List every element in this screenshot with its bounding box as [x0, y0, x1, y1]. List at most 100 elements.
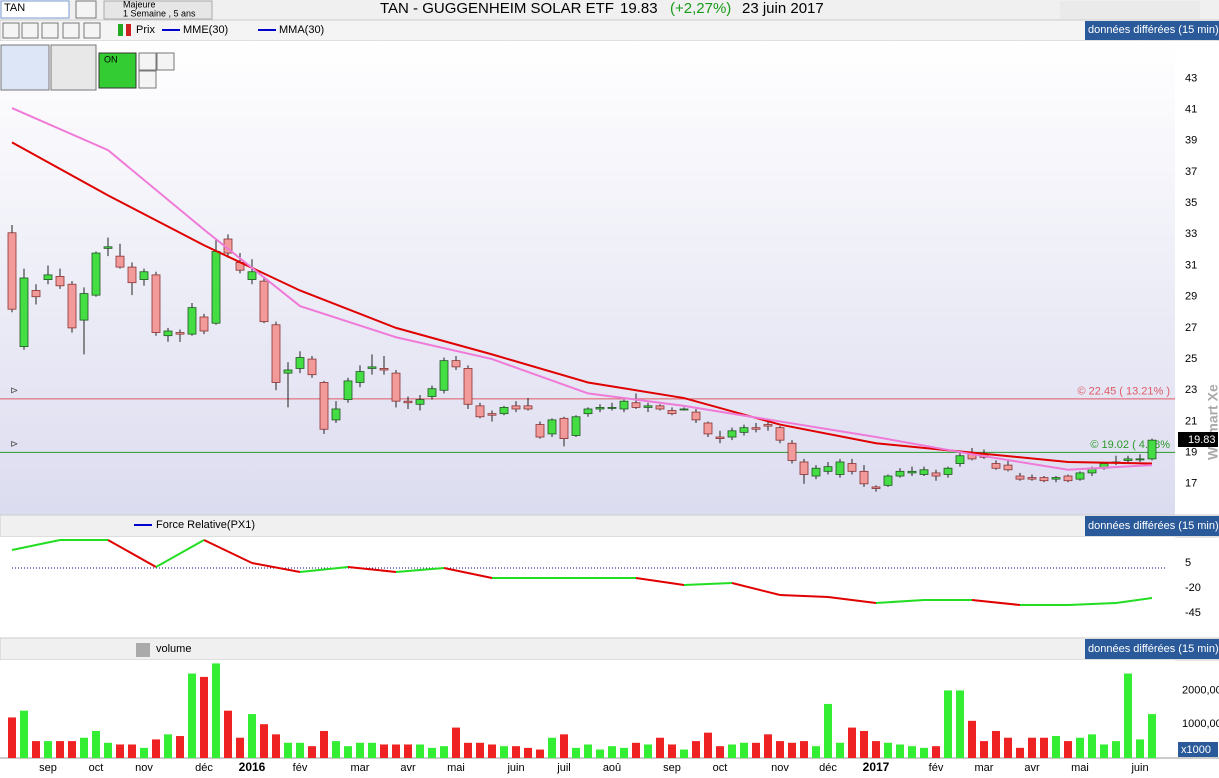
volume-bar [140, 747, 148, 758]
legend-candle [118, 24, 123, 36]
candle-body [127, 266, 137, 284]
on-button[interactable] [98, 52, 137, 89]
candle-body [1063, 475, 1073, 482]
tool-button[interactable] [41, 22, 59, 39]
candle-body [847, 463, 857, 472]
legend-label: Force Relative(PX1) [156, 519, 255, 531]
candle-body [115, 255, 125, 268]
candle-body [679, 408, 689, 411]
draw-tool[interactable] [0, 44, 50, 91]
price-plot [0, 41, 1175, 515]
volume-bar [896, 744, 904, 758]
candle-body [67, 283, 77, 329]
candle-body [163, 330, 173, 337]
volume-bar [752, 742, 760, 758]
candle-body [871, 486, 881, 489]
rsi-segment [251, 562, 301, 573]
tool-button[interactable] [83, 22, 101, 39]
volume-bar [380, 744, 388, 758]
tool-button[interactable] [62, 22, 80, 39]
x-tick-label: sep [39, 762, 57, 774]
x-tick-label: avr [1024, 762, 1040, 774]
delay-text: données différées (15 min) [1088, 520, 1219, 532]
tool-icons[interactable] [1060, 1, 1200, 19]
volume-bar [560, 734, 568, 758]
moving-average [11, 107, 1153, 471]
volume-bar [296, 742, 304, 758]
volume-bar [884, 742, 892, 758]
volume-bar [464, 742, 472, 758]
volume-bar [452, 727, 460, 758]
legend-swatch [136, 643, 150, 657]
y-tick-label: 35 [1185, 197, 1197, 209]
candle-body [259, 280, 269, 323]
candle-body [367, 366, 377, 369]
candle-body [79, 293, 89, 321]
volume-bar [512, 746, 520, 758]
candle-body [907, 470, 917, 474]
volume-bar [524, 747, 532, 758]
draw-tool[interactable] [50, 44, 97, 91]
x-tick-label: nov [771, 762, 789, 774]
title: TAN - GUGGENHEIM SOLAR ETF [380, 0, 614, 17]
y-tick-label: 5 [1185, 557, 1191, 569]
tool-button[interactable] [21, 22, 39, 39]
rsi-segment [779, 594, 829, 598]
candle-body [787, 442, 797, 461]
volume-bar [332, 741, 340, 758]
delay-text: données différées (15 min) [1088, 643, 1219, 655]
volume-bar [1124, 673, 1132, 758]
x-tick-label: mai [447, 762, 465, 774]
volume-bar [500, 746, 508, 758]
candle-body [931, 472, 941, 477]
volume-bar [980, 741, 988, 758]
candle-body [463, 368, 473, 405]
candle-body [1015, 475, 1025, 480]
volume-bar [620, 747, 628, 758]
moving-average [11, 141, 1153, 465]
y-tick-label: 39 [1185, 135, 1197, 147]
tool-button[interactable] [2, 22, 20, 39]
tool-button[interactable] [138, 70, 157, 89]
volume-bar [8, 717, 16, 758]
volume-bar [188, 673, 196, 758]
volume-bar [632, 742, 640, 758]
candle-body [511, 405, 521, 410]
volume-bar [800, 741, 808, 758]
period: 1 Semaine , 5 ans [123, 8, 196, 18]
volume-bar [164, 734, 172, 758]
candle-body [955, 455, 965, 464]
book-button[interactable] [75, 0, 97, 19]
volume-bar [932, 746, 940, 758]
candle-body [763, 424, 773, 427]
volume-bar [440, 746, 448, 758]
candle-body [883, 475, 893, 486]
x-tick-label: sep [663, 762, 681, 774]
candle-body [91, 252, 101, 296]
x-tick-label: déc [819, 762, 837, 774]
candle-body [895, 470, 905, 477]
tool-button[interactable] [156, 52, 175, 71]
delay-badge [1085, 516, 1219, 536]
rsi-segment [443, 567, 493, 579]
volume-bar [656, 737, 664, 758]
candle-body [523, 405, 533, 410]
candle-body [595, 407, 605, 410]
candle-body [31, 290, 41, 298]
candle-body [343, 380, 353, 401]
candle-body [103, 246, 113, 249]
candle-body [427, 388, 437, 397]
period-select[interactable] [103, 0, 213, 20]
volume-bar [920, 747, 928, 758]
candle-body [379, 368, 389, 371]
y-tick-label: 37 [1185, 166, 1197, 178]
volume-bar [1076, 737, 1084, 758]
volume-bar [236, 737, 244, 758]
candle-body [691, 411, 701, 421]
rsi-segment [203, 539, 253, 564]
symbol-input[interactable] [0, 0, 70, 19]
tool-button[interactable] [138, 52, 157, 71]
delay-text: données différées (15 min) [1088, 24, 1219, 36]
volume-bar [392, 744, 400, 758]
volume-bar [956, 690, 964, 758]
